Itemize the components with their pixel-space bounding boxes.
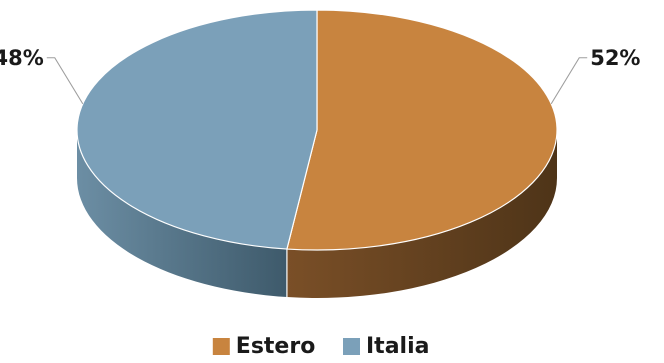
slice-estero bbox=[286, 9, 558, 251]
legend-label: Italia bbox=[366, 334, 429, 359]
legend-item-italia: Italia bbox=[343, 334, 429, 359]
legend: Estero Italia bbox=[212, 334, 429, 359]
leader-line bbox=[46, 57, 84, 105]
legend-item-estero: Estero bbox=[212, 334, 316, 359]
legend-swatch bbox=[212, 338, 230, 355]
legend-label: Estero bbox=[236, 334, 316, 359]
leader-line bbox=[550, 57, 588, 105]
slice-side-estero bbox=[286, 130, 557, 299]
pie-slices bbox=[76, 9, 558, 251]
data-label-italia: 48% bbox=[0, 46, 44, 70]
data-label-estero: 52% bbox=[590, 46, 640, 70]
slice-italia bbox=[76, 9, 318, 250]
pie-sides bbox=[77, 130, 557, 299]
data-labels: 52% 48% bbox=[0, 46, 640, 105]
legend-swatch bbox=[343, 338, 360, 355]
slice-side-italia bbox=[77, 130, 287, 298]
